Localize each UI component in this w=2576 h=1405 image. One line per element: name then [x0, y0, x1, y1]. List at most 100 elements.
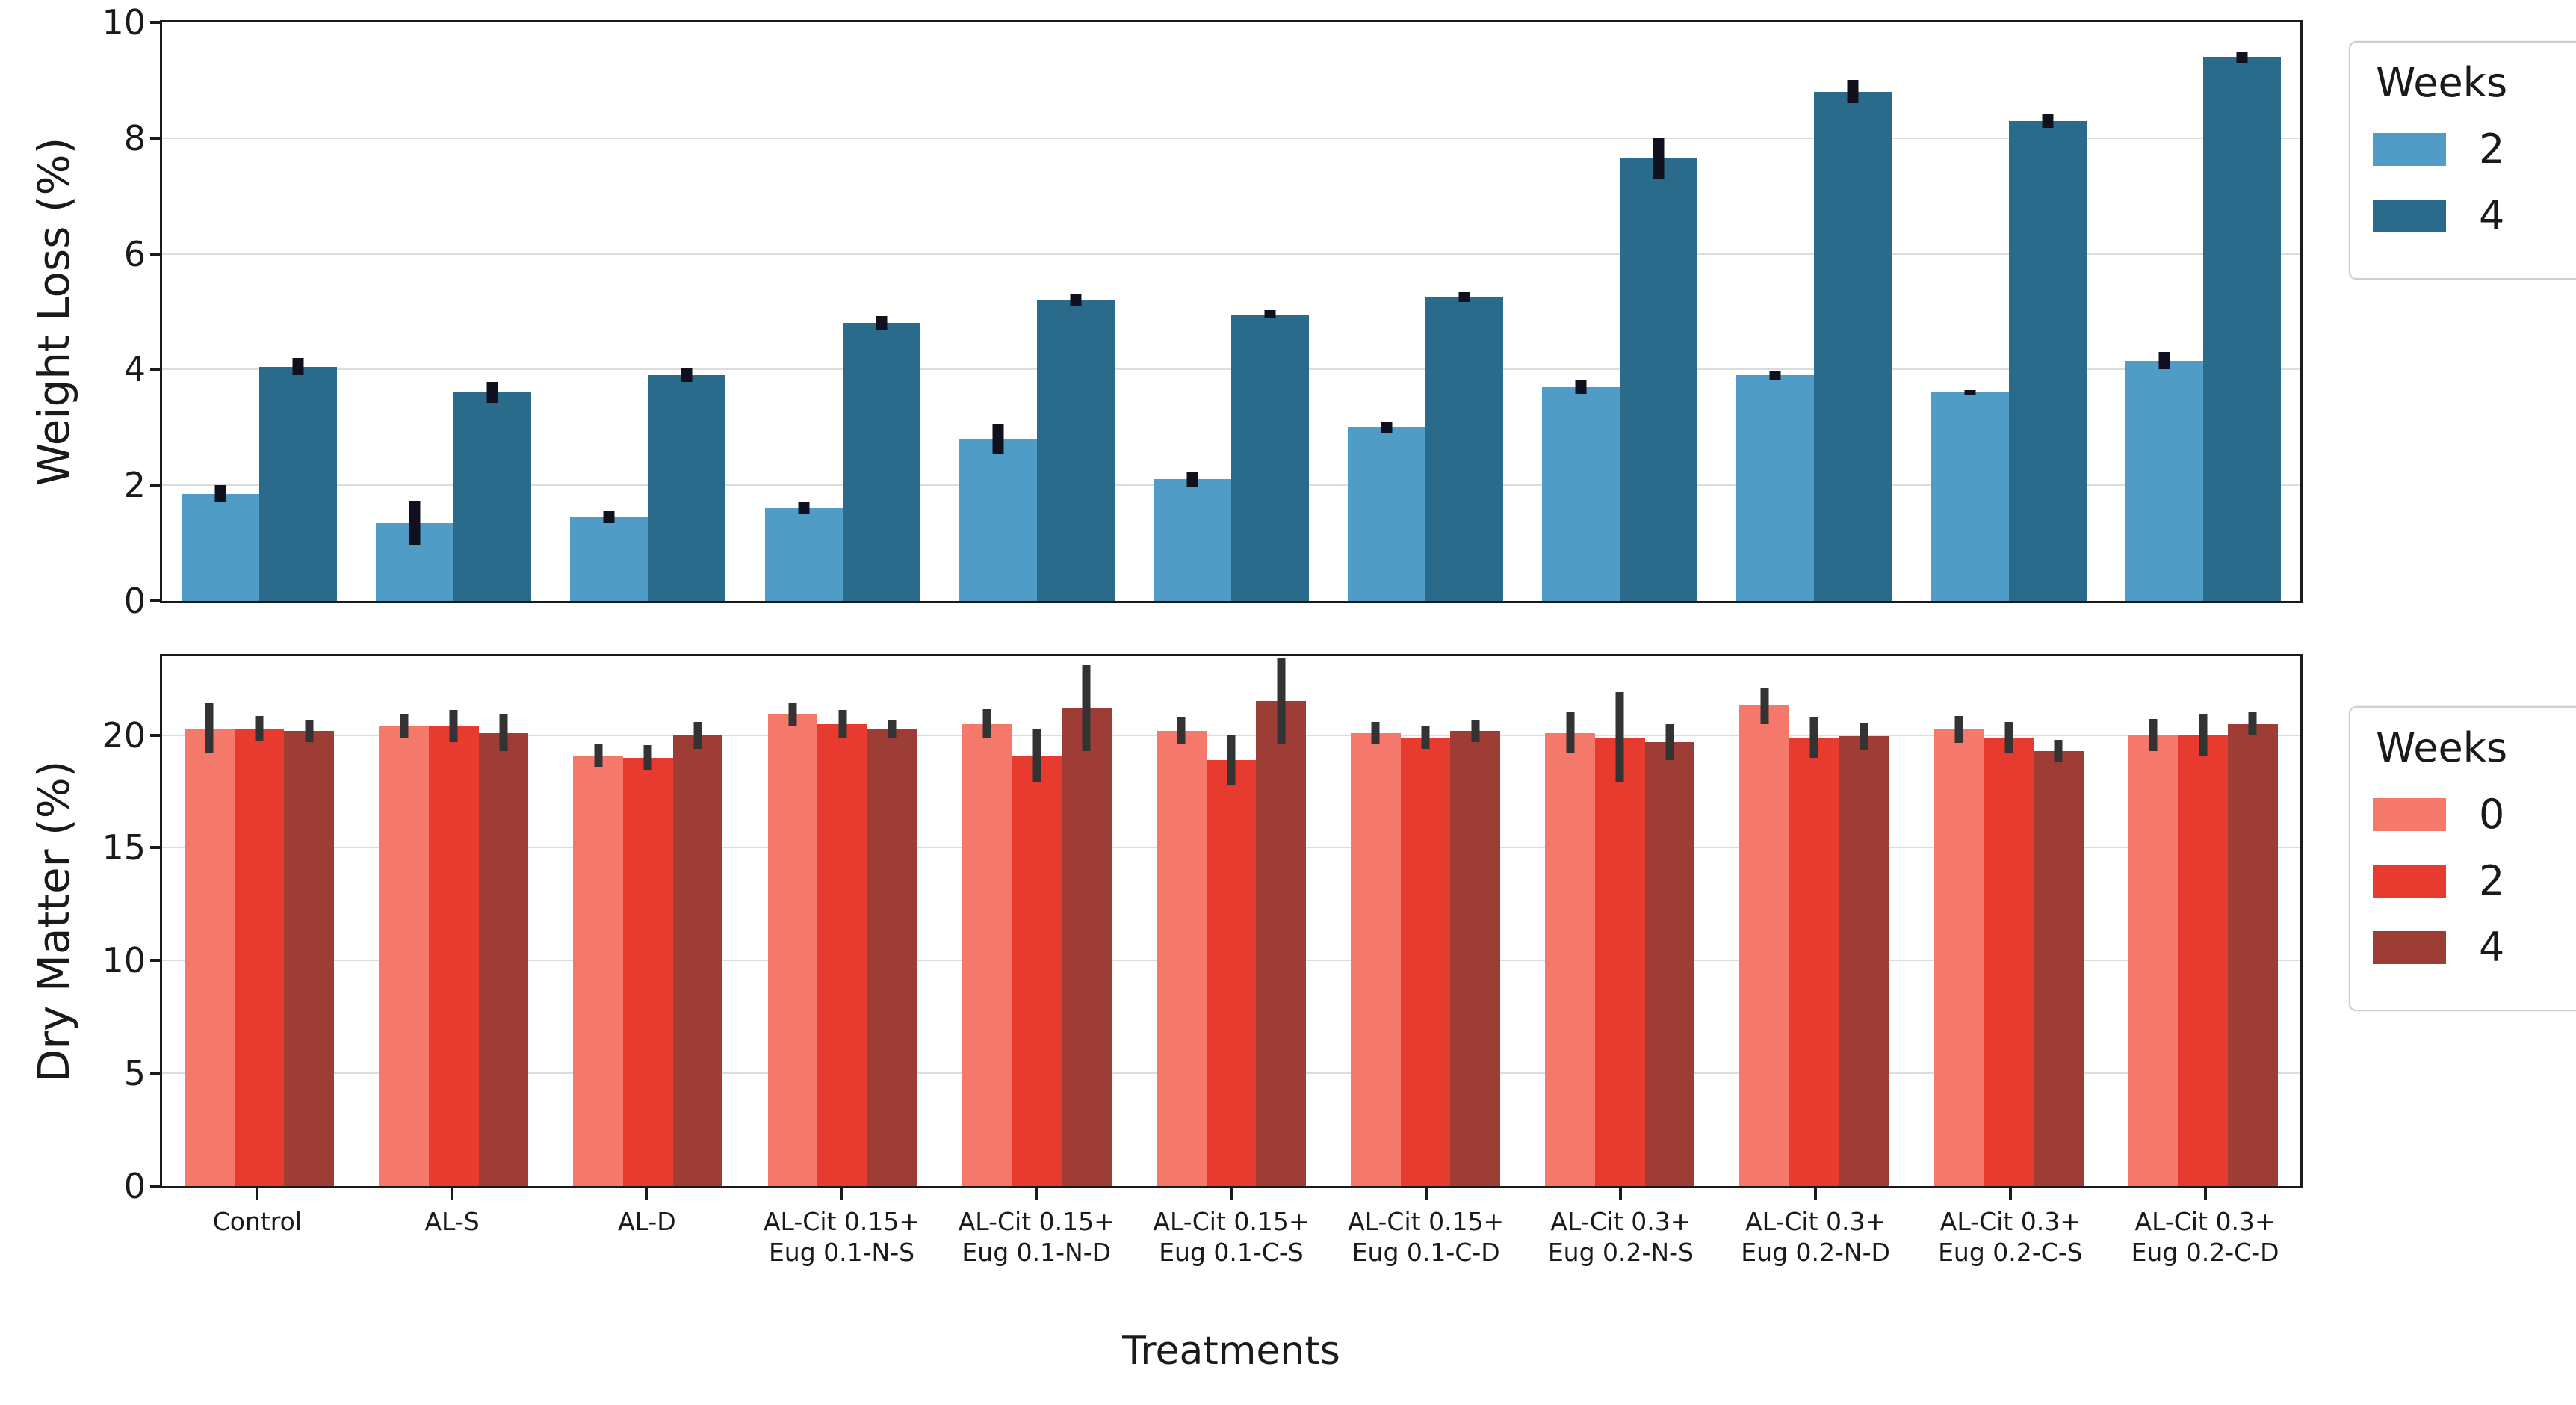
bar-slot [478, 656, 529, 1186]
error-bar [594, 744, 603, 767]
bar-slot [379, 656, 429, 1186]
bar-week4-cat7 [1425, 297, 1504, 601]
bar-week4-cat5 [1062, 708, 1112, 1186]
bar-group-4 [767, 656, 917, 1186]
bar-slot [185, 656, 235, 1186]
bar-slot [1351, 656, 1401, 1186]
error-bar [2248, 712, 2257, 735]
error-bar [2042, 114, 2054, 128]
error-bar [1082, 665, 1091, 751]
bar-group-10 [1931, 22, 2087, 601]
x-tick-label-4: AL-Cit 0.15+ Eug 0.1-N-S [763, 1207, 920, 1267]
bar-slot [767, 656, 818, 1186]
legend-title: Weeks [2376, 724, 2508, 771]
bar-slot [1644, 656, 1695, 1186]
error-bar [838, 710, 847, 738]
bar-group-6 [1156, 656, 1306, 1186]
bar-slot [1400, 656, 1451, 1186]
error-bar [1177, 717, 1186, 744]
bar-week0-cat8 [1545, 732, 1595, 1186]
bar-week2-cat5 [1012, 755, 1062, 1186]
error-bar [1186, 472, 1198, 487]
legend-entry-week-0: 0 [2373, 791, 2561, 838]
bar-slot [1839, 656, 1889, 1186]
x-axis-category-labels: Control AL-S AL-D AL-Cit 0.15+ Eug 0.1-N-S A… [160, 1206, 2303, 1268]
x-tick-mark [2008, 1188, 2012, 1200]
bar-slot [259, 22, 338, 601]
bar-week2-cat2 [428, 726, 479, 1186]
bar-slot [962, 656, 1012, 1186]
bar-week4-cat2 [453, 392, 532, 601]
error-bar [1227, 735, 1236, 785]
bar-week2-cat11 [2178, 735, 2229, 1186]
bar-week4-cat3 [672, 735, 723, 1186]
x-tick-mark [1619, 1188, 1623, 1200]
y-tick-mark [150, 368, 162, 371]
bar-slot [182, 22, 260, 601]
error-bar [292, 357, 304, 376]
bar-group-3 [573, 656, 723, 1186]
week-2-swatch [2373, 864, 2446, 898]
bar-group-11 [2128, 656, 2278, 1186]
bar-slot [1620, 22, 1698, 601]
bar-week4-cat8 [1644, 741, 1695, 1186]
x-tick-label-7: AL-Cit 0.15+ Eug 0.1-C-D [1348, 1207, 1505, 1267]
error-bar [1665, 723, 1674, 760]
error-bar [499, 714, 508, 751]
x-tick-mark [1229, 1188, 1233, 1200]
bar-slot [2228, 656, 2278, 1186]
bar-group-8 [1542, 22, 1698, 601]
bar-week2-cat7 [1400, 737, 1451, 1186]
x-axis-tick-marks [160, 1188, 2303, 1200]
y-tick-mark [150, 484, 162, 487]
week-2-swatch [2373, 132, 2446, 166]
legend-label: 4 [2479, 192, 2505, 239]
bar-group-10 [1933, 656, 2084, 1186]
x-tick-label-6: AL-Cit 0.15+ Eug 0.1-C-S [1153, 1207, 1310, 1267]
bar-slot [1425, 22, 1504, 601]
y-tick-label: 8 [123, 117, 146, 158]
bar-week4-cat4 [842, 323, 920, 601]
bar-week4-cat6 [1256, 701, 1306, 1186]
error-bar [2149, 719, 2158, 751]
bar-week4-cat10 [2008, 120, 2087, 601]
bar-group-2 [376, 22, 532, 601]
bar-week0-cat11 [2128, 735, 2179, 1186]
bar-slot [1206, 656, 1257, 1186]
bar-week4-cat7 [1450, 730, 1501, 1186]
y-tick-mark [150, 252, 162, 256]
bar-slot [1814, 22, 1892, 601]
error-bar [2004, 721, 2013, 753]
bar-week2-cat6 [1153, 479, 1231, 601]
bar-week4-cat2 [478, 732, 529, 1186]
error-bar [1264, 310, 1276, 319]
bar-slot [1789, 656, 1839, 1186]
error-bar [486, 382, 498, 404]
bar-group-7 [1351, 656, 1501, 1186]
bar-slot [1348, 22, 1426, 601]
bar-slot [2178, 656, 2229, 1186]
bar-slot [1230, 22, 1309, 601]
y-tick-label: 0 [123, 581, 146, 621]
x-tick-mark [1424, 1188, 1428, 1200]
bar-week0-cat10 [1933, 729, 1984, 1186]
legend-label: 0 [2479, 791, 2505, 838]
y-tick-label: 10 [102, 940, 146, 981]
bar-week2-cat11 [2125, 360, 2203, 601]
bar-slot [1931, 22, 2009, 601]
error-bar [2236, 51, 2248, 64]
y-axis-title-weight-loss: Weight Loss (%) [28, 137, 79, 487]
y-tick-mark [150, 733, 162, 737]
error-bar [992, 424, 1004, 454]
x-tick-label-2: AL-S [424, 1207, 480, 1236]
bar-slot [623, 656, 673, 1186]
bar-slot [2202, 22, 2281, 601]
bar-slot [453, 22, 532, 601]
bar-week2-cat5 [959, 439, 1037, 601]
bar-groups [162, 22, 2300, 601]
bar-week0-cat3 [573, 755, 624, 1186]
error-bar [449, 710, 458, 742]
x-tick-label-11: AL-Cit 0.3+ Eug 0.2-C-D [2131, 1207, 2279, 1267]
bar-group-6 [1153, 22, 1309, 601]
